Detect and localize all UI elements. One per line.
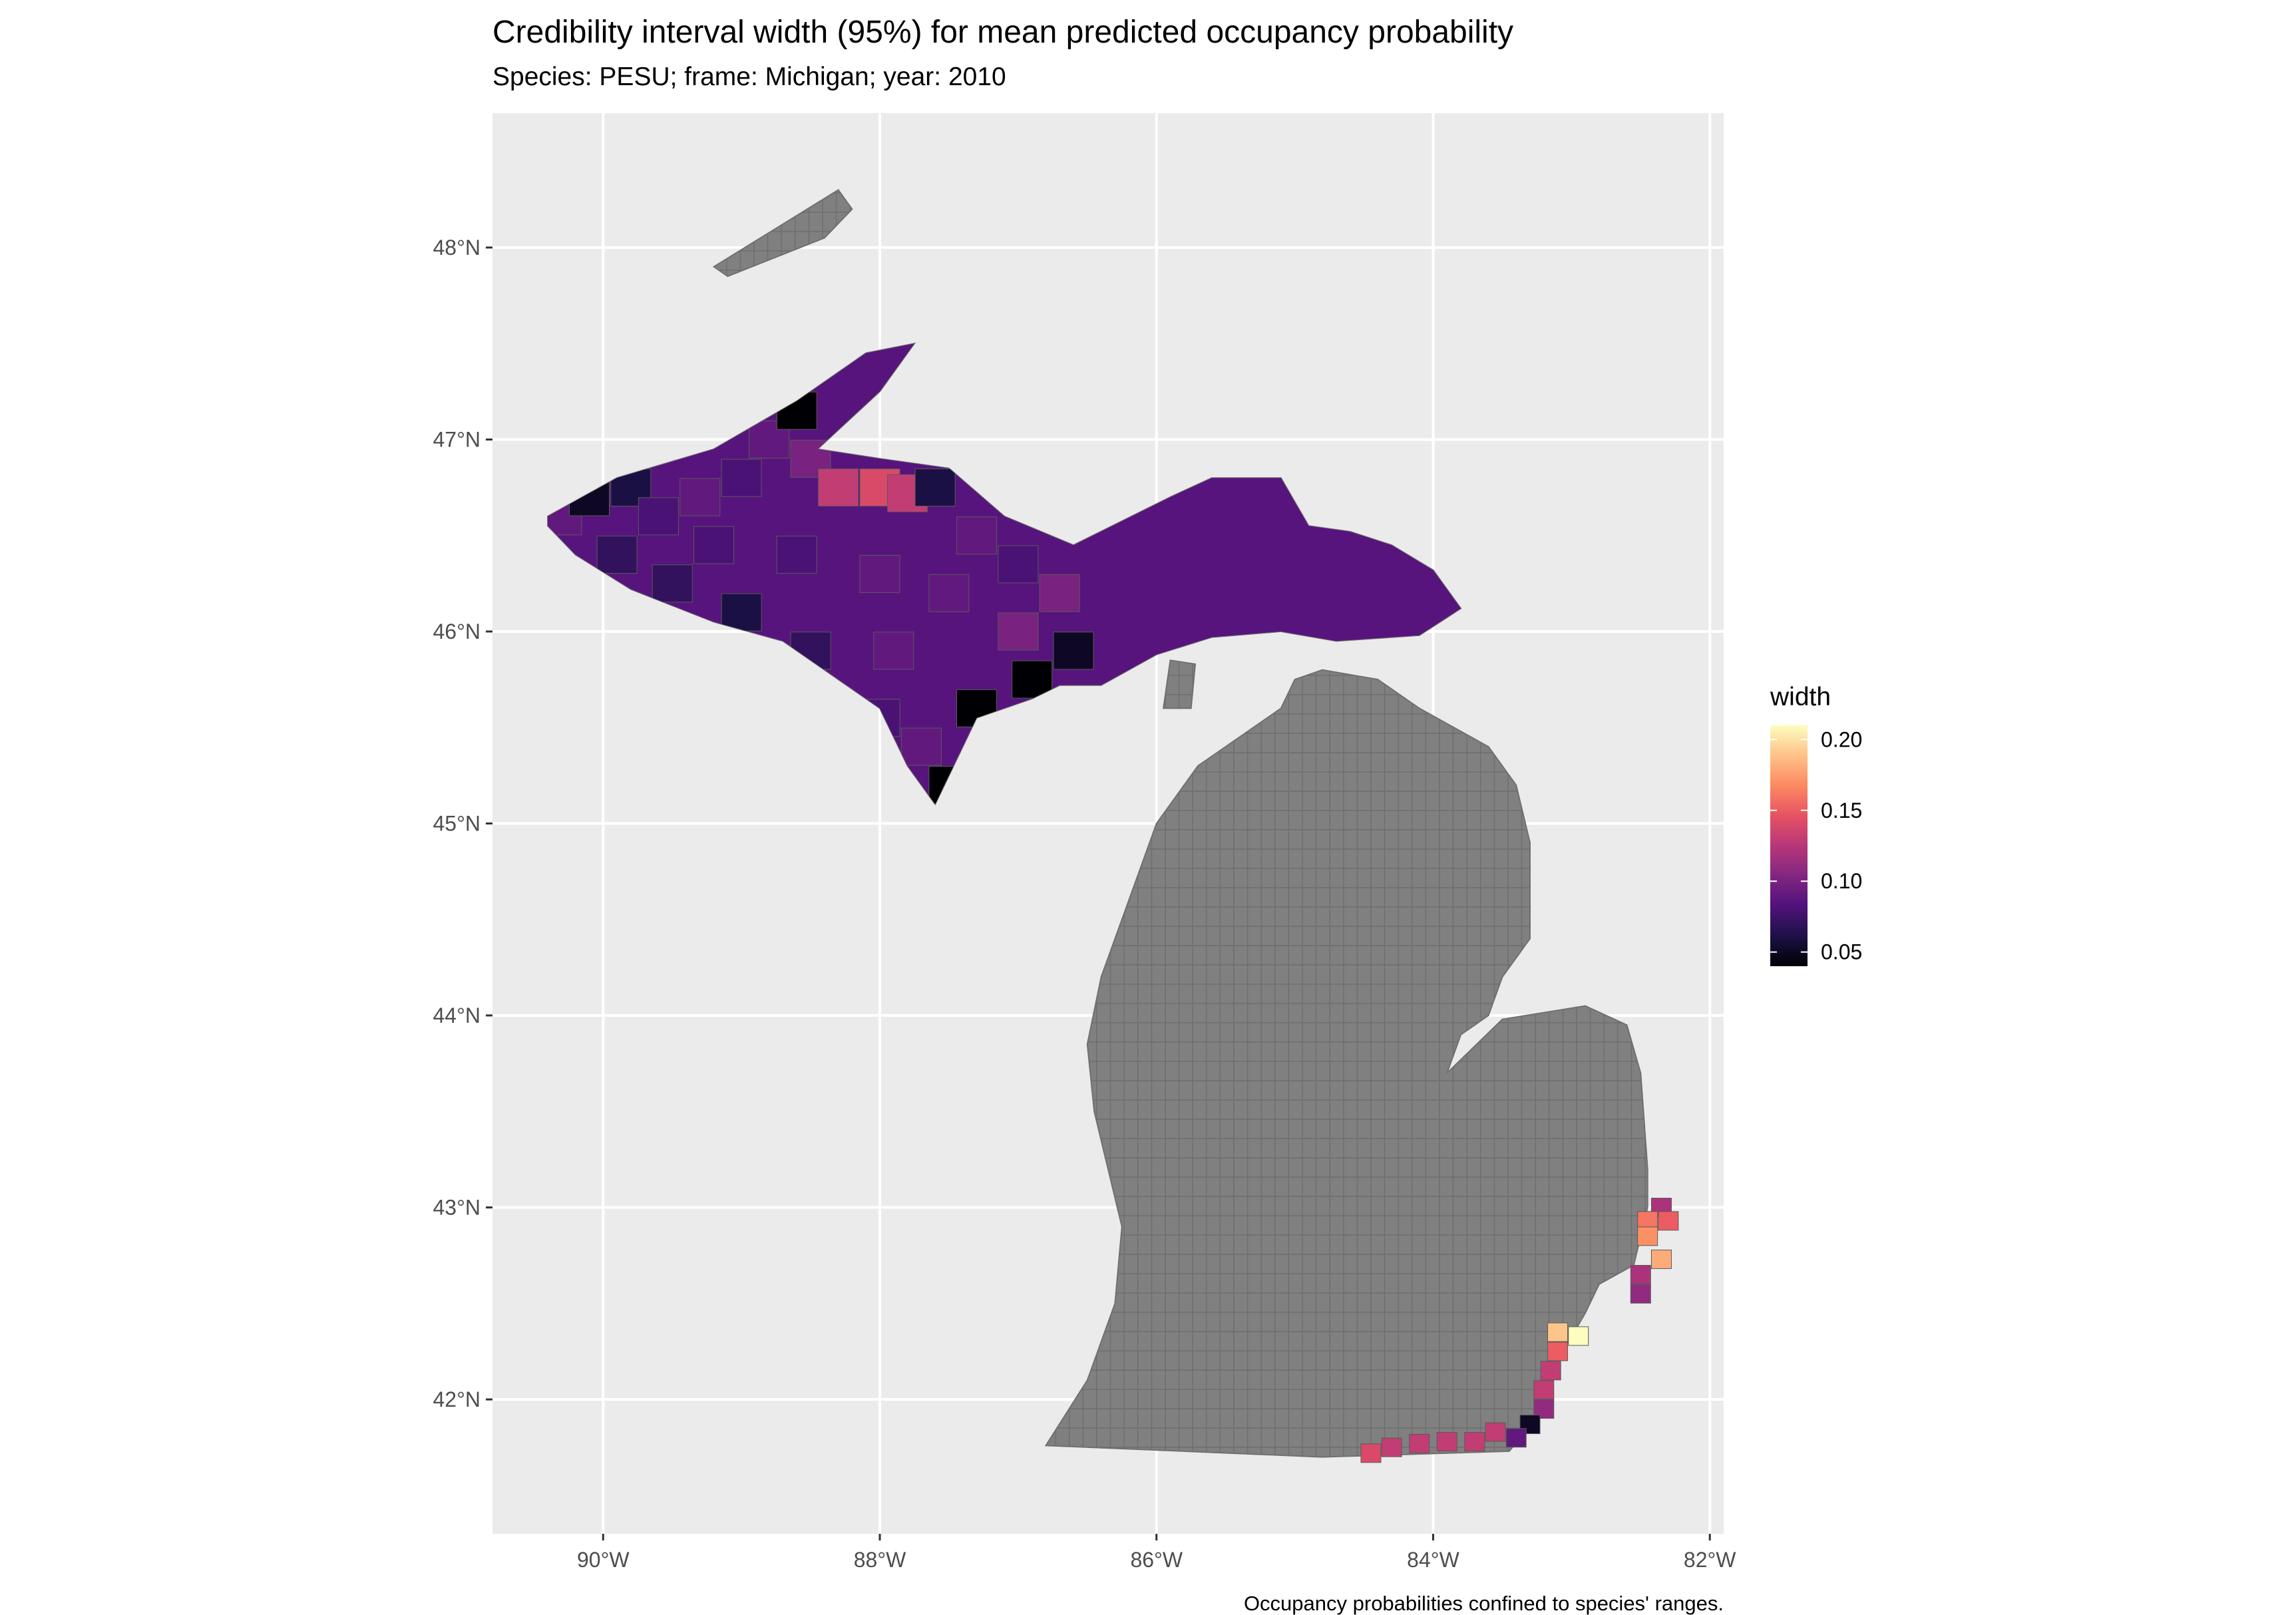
y-tick-label-1: 43°N: [433, 1196, 481, 1220]
cell-48: [1464, 1432, 1485, 1452]
cell-16: [1053, 631, 1094, 670]
x-tick-label-0: 90°W: [577, 1548, 630, 1572]
x-tick-label-2: 86°W: [1130, 1548, 1183, 1572]
cell-51: [1381, 1437, 1402, 1457]
y-tick-label-3: 45°N: [433, 812, 481, 836]
cell-14: [998, 545, 1039, 584]
legend: width 0.05 0.10 0.15 0.20: [1770, 683, 1862, 966]
cell-17: [1012, 660, 1053, 699]
legend-tick-label-3: 0.20: [1821, 727, 1862, 751]
cell-9: [818, 468, 859, 507]
legend-colorbar: [1770, 725, 1808, 966]
chart-title: Credibility interval width (95%) for mea…: [492, 15, 1513, 50]
cell-28: [928, 574, 970, 612]
y-tick-label-4: 46°N: [433, 620, 481, 643]
x-tick-label-4: 82°W: [1684, 1548, 1736, 1572]
legend-tick-label-0: 0.05: [1821, 940, 1862, 964]
cell-12: [914, 468, 956, 507]
cell-46: [1505, 1428, 1527, 1448]
chart-caption: Occupancy probabilities confined to spec…: [1244, 1592, 1724, 1615]
region-door-islands: [1162, 659, 1197, 709]
x-tick-label-1: 88°W: [854, 1548, 906, 1572]
cell-50: [1409, 1433, 1430, 1453]
cell-20: [900, 727, 942, 766]
cell-40: [1568, 1326, 1589, 1346]
chart-subtitle: Species: PESU; frame: Michigan; year: 20…: [492, 63, 1006, 91]
cell-5: [721, 458, 762, 497]
cell-27: [859, 554, 900, 593]
legend-title: width: [1770, 683, 1831, 711]
cell-4: [679, 478, 721, 516]
cell-23: [721, 593, 762, 631]
y-tick-label-2: 44°N: [433, 1003, 481, 1027]
y-tick-label-0: 42°N: [433, 1387, 481, 1411]
cell-3: [638, 497, 679, 536]
y-tick-label-5: 47°N: [433, 427, 481, 451]
cell-31: [873, 631, 914, 670]
cell-42: [1540, 1361, 1561, 1381]
cell-26: [776, 536, 817, 574]
legend-tick-label-2: 0.15: [1821, 799, 1862, 822]
cell-47: [1485, 1422, 1506, 1442]
region-isle-royale: [712, 189, 853, 277]
cell-35: [1637, 1226, 1658, 1246]
cell-38: [1630, 1284, 1651, 1304]
y-axis: 42°N 43°N 44°N 45°N 46°N 47°N 48°N: [433, 236, 492, 1411]
cell-24: [652, 564, 693, 603]
cell-37: [1630, 1265, 1651, 1285]
legend-tick-label-1: 0.10: [1821, 869, 1862, 893]
plot-panel: [492, 113, 1724, 1534]
cell-41: [1547, 1342, 1569, 1361]
cell-25: [596, 536, 638, 574]
cell-29: [998, 612, 1039, 651]
upper-peninsula-cells: [548, 343, 1461, 805]
x-axis: 90°W 88°W 86°W 84°W 82°W: [577, 1534, 1736, 1572]
cell-34: [1658, 1211, 1679, 1231]
cell-30: [693, 526, 735, 564]
cell-15: [1039, 574, 1080, 612]
occupancy-cells: [548, 343, 1679, 1463]
region-lower-peninsula: [1044, 669, 1648, 1458]
x-tick-label-3: 84°W: [1407, 1548, 1459, 1572]
cell-43: [1533, 1380, 1555, 1400]
legend-ticks: 0.05 0.10 0.15 0.20: [1770, 727, 1862, 964]
cell-36: [1650, 1249, 1672, 1269]
cell-49: [1436, 1432, 1457, 1452]
cell-39: [1547, 1322, 1569, 1342]
cell-13: [956, 516, 998, 555]
y-tick-label-6: 48°N: [433, 236, 481, 260]
cell-52: [1360, 1443, 1382, 1463]
